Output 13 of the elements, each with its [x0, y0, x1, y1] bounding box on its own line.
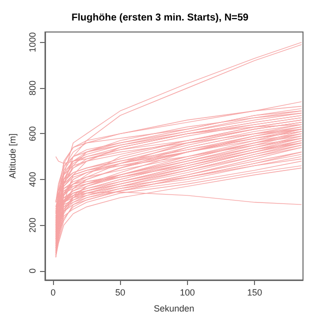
y-axis-title: Altitude [m]: [8, 133, 18, 179]
x-axis-title: Sekunden: [154, 304, 194, 314]
x-tick-label: 100: [180, 288, 195, 298]
x-tick-label: 150: [247, 288, 262, 298]
y-tick-label: 0: [28, 268, 38, 274]
y-tick-label: 200: [28, 218, 38, 233]
y-tick-label: 400: [28, 172, 38, 187]
chart-title: Flughöhe (ersten 3 min. Starts), N=59: [72, 12, 249, 24]
y-tick-label: 600: [28, 126, 38, 142]
x-tick-label: 0: [50, 288, 56, 298]
y-tick-label: 800: [28, 80, 38, 96]
y-tick-label: 1000: [28, 32, 38, 52]
x-tick-label: 50: [115, 288, 126, 298]
